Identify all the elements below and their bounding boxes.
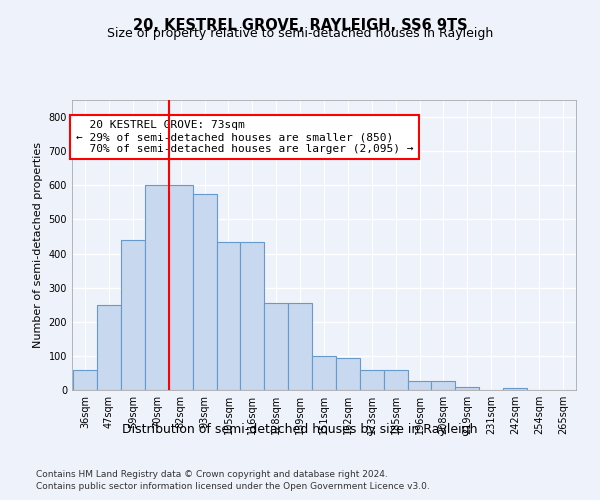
Text: Distribution of semi-detached houses by size in Rayleigh: Distribution of semi-detached houses by … [122,422,478,436]
Bar [169,186,193,390]
Bar [97,304,121,390]
Bar [384,370,407,390]
Text: Contains HM Land Registry data © Crown copyright and database right 2024.: Contains HM Land Registry data © Crown c… [36,470,388,479]
Bar [407,382,431,390]
Bar [360,370,384,390]
Bar [336,358,360,390]
Bar [145,186,169,390]
Text: Size of property relative to semi-detached houses in Rayleigh: Size of property relative to semi-detach… [107,28,493,40]
Y-axis label: Number of semi-detached properties: Number of semi-detached properties [33,142,43,348]
Bar [312,356,336,390]
Bar [241,242,264,390]
Bar [455,386,479,390]
Bar [193,194,217,390]
Text: 20 KESTREL GROVE: 73sqm
← 29% of semi-detached houses are smaller (850)
  70% of: 20 KESTREL GROVE: 73sqm ← 29% of semi-de… [76,120,413,154]
Bar [503,388,527,390]
Text: Contains public sector information licensed under the Open Government Licence v3: Contains public sector information licen… [36,482,430,491]
Text: 20, KESTREL GROVE, RAYLEIGH, SS6 9TS: 20, KESTREL GROVE, RAYLEIGH, SS6 9TS [133,18,467,32]
Bar [288,303,312,390]
Bar [121,240,145,390]
Bar [217,242,241,390]
Bar [431,382,455,390]
Bar [73,370,97,390]
Bar [264,303,288,390]
